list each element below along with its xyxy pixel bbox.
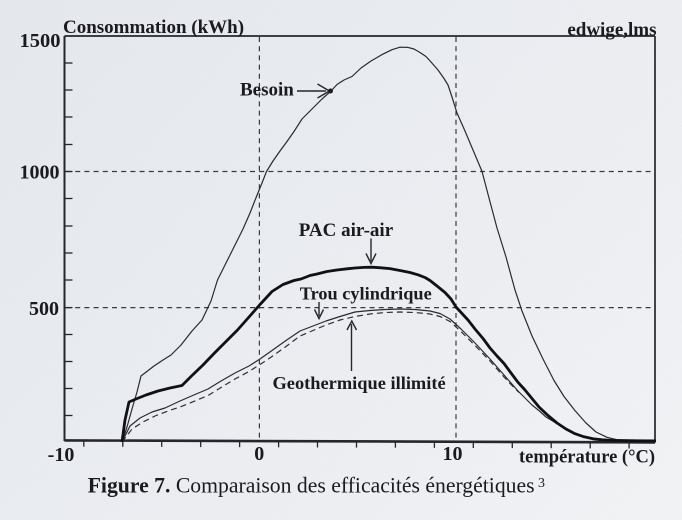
svg-text:Consommation (kWh): Consommation (kWh) [63, 17, 244, 38]
svg-text:température (°C): température (°C) [519, 448, 655, 468]
svg-text:Trou cylindrique: Trou cylindrique [300, 284, 432, 304]
svg-text:1000: 1000 [20, 162, 60, 184]
svg-text:edwige,lms: edwige,lms [567, 20, 656, 41]
svg-text:0: 0 [254, 443, 264, 465]
svg-text:1500: 1500 [20, 30, 61, 52]
svg-text:-10: -10 [48, 444, 75, 466]
svg-text:Besoin: Besoin [240, 80, 294, 101]
svg-text:Figure 7. Comparaison des effi: Figure 7. Comparaison des efficacités én… [88, 474, 535, 498]
svg-text:10: 10 [443, 443, 463, 465]
svg-text:500: 500 [29, 298, 59, 320]
svg-text:PAC air-air: PAC air-air [299, 220, 394, 241]
svg-text:Geothermique illimité: Geothermique illimité [273, 373, 446, 393]
svg-text:3: 3 [538, 476, 545, 491]
